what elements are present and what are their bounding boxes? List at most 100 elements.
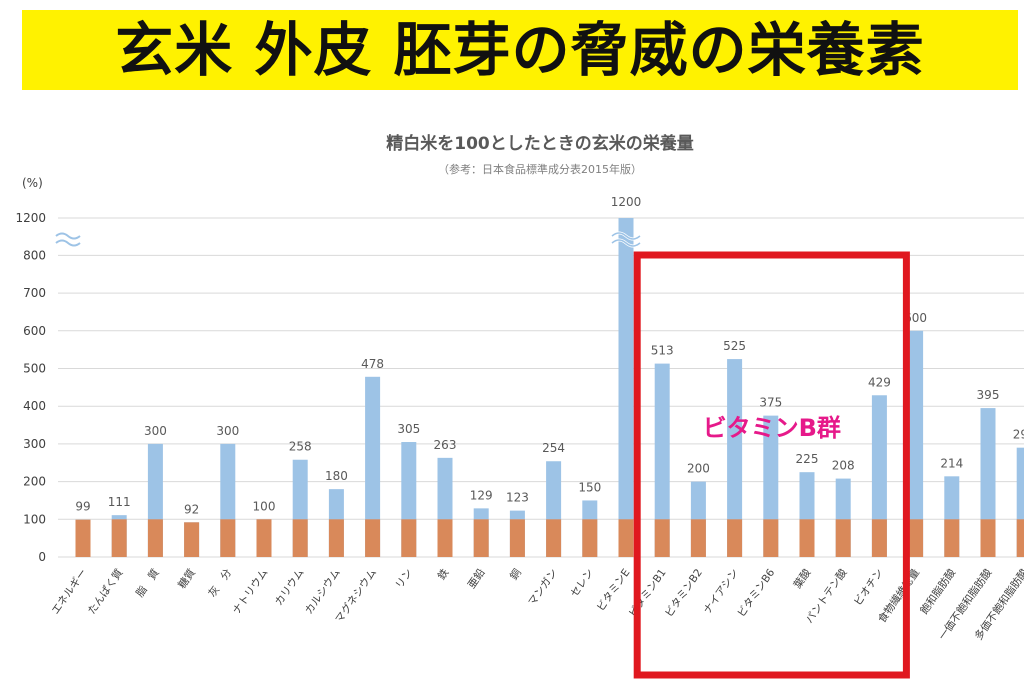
data-label: 200 — [687, 462, 710, 476]
category-label: ナイアシン — [701, 567, 741, 617]
y-tick-label: 1200 — [15, 211, 46, 225]
callout-label: ビタミンB群 — [703, 414, 841, 442]
bar-white-rice — [654, 519, 670, 557]
category-label: セレン — [568, 567, 596, 600]
y-tick-label: 100 — [23, 512, 46, 526]
data-label: 129 — [470, 488, 493, 502]
y-tick-label: 500 — [23, 362, 46, 376]
y-tick-label: 400 — [23, 399, 46, 413]
banner-title: 玄米 外皮 胚芽の脅威の栄養素 — [115, 16, 925, 84]
bar-white-rice — [980, 519, 996, 557]
data-label: 429 — [868, 375, 891, 389]
y-tick-label: 300 — [23, 437, 46, 451]
y-tick-label: 200 — [23, 475, 46, 489]
data-label: 263 — [434, 438, 457, 452]
data-label: 290 — [1013, 428, 1024, 442]
bar-white-rice — [509, 519, 525, 557]
data-label: 214 — [940, 456, 963, 470]
y-axis-label: (%) — [22, 176, 43, 190]
data-label: 150 — [578, 480, 601, 494]
category-label: たんぱく質 — [85, 566, 126, 616]
bar-white-rice — [473, 519, 489, 557]
category-label: 鉄 — [435, 566, 452, 582]
category-label: ナトリウム — [231, 567, 271, 617]
data-label: 208 — [832, 459, 855, 473]
category-label: ビタミンB6 — [735, 567, 777, 620]
bar-white-rice — [111, 519, 127, 557]
y-tick-label: 800 — [23, 248, 46, 262]
data-label: 254 — [542, 441, 565, 455]
bar-white-rice — [835, 519, 851, 557]
data-label: 180 — [325, 469, 348, 483]
bar-brown-rice — [618, 218, 634, 557]
category-label: リン — [393, 567, 415, 591]
bar-white-rice — [184, 522, 200, 557]
data-label: 1200 — [611, 195, 642, 209]
category-label: 亜鉛 — [465, 566, 488, 591]
bar-white-rice — [328, 519, 344, 557]
y-tick-label: 0 — [38, 550, 46, 564]
bar-white-rice — [147, 519, 163, 557]
bar-white-rice — [401, 519, 417, 557]
bar-white-rice — [220, 519, 236, 557]
bar-white-rice — [365, 519, 381, 557]
data-label: 258 — [289, 440, 312, 454]
bar-brown-rice — [365, 376, 381, 557]
data-label: 395 — [977, 388, 1000, 402]
bar-white-rice — [256, 519, 272, 557]
highlight-box — [633, 251, 910, 679]
data-label: 300 — [216, 424, 239, 438]
data-label: 375 — [759, 396, 782, 410]
bar-white-rice — [437, 519, 453, 557]
bar-white-rice — [1016, 519, 1024, 557]
category-label: エネルギー — [50, 567, 90, 617]
data-label: 123 — [506, 491, 529, 505]
category-label: 灰 分 — [206, 566, 235, 600]
category-label: マンガン — [526, 567, 560, 608]
banner: 玄米 外皮 胚芽の脅威の栄養素 — [0, 0, 1024, 120]
data-label: 225 — [796, 452, 819, 466]
data-label: 305 — [397, 422, 420, 436]
data-label: 525 — [723, 339, 746, 353]
data-label: 478 — [361, 357, 384, 371]
chart-subtitle: （参考：日本食品標準成分表2015年版） — [438, 162, 642, 176]
bar-white-rice — [75, 519, 91, 557]
data-label: 100 — [253, 499, 276, 513]
bar-brown-rice — [654, 363, 670, 557]
bar-white-rice — [871, 519, 887, 557]
bar-white-rice — [908, 519, 924, 557]
bar-white-rice — [690, 519, 706, 557]
data-label: 111 — [108, 495, 131, 509]
data-label: 513 — [651, 344, 674, 358]
category-label: 葉酸 — [791, 566, 814, 591]
bar-white-rice — [618, 519, 634, 557]
category-label: カリウム — [273, 567, 307, 608]
bar-brown-rice — [727, 359, 743, 557]
category-label: 糖質 — [175, 566, 198, 591]
category-label: ビタミンB1 — [627, 567, 669, 620]
banner-highlight — [22, 10, 1018, 90]
bar-white-rice — [727, 519, 743, 557]
bar-white-rice — [799, 519, 815, 557]
bar-white-rice — [944, 519, 960, 557]
data-label: 99 — [75, 500, 90, 514]
bar-white-rice — [763, 519, 779, 557]
category-label: 飽和脂肪酸 — [917, 566, 958, 617]
bar-white-rice — [546, 519, 562, 557]
chart-title: 精白米を100としたときの玄米の栄養量 — [386, 133, 694, 154]
bar-brown-rice — [1016, 447, 1024, 557]
y-tick-label: 600 — [23, 324, 46, 338]
category-label: ビタミンB2 — [663, 567, 705, 620]
category-label: ビタミンE — [595, 567, 633, 614]
category-label: カルシウム — [303, 567, 343, 617]
category-label: 脂 質 — [133, 566, 162, 599]
axis-break-mark — [55, 232, 81, 247]
bar-break-outline — [611, 232, 641, 247]
y-tick-label: 700 — [23, 286, 46, 300]
bar-brown-rice — [871, 395, 887, 557]
bar-brown-rice — [908, 330, 924, 557]
category-label: 銅 — [507, 566, 524, 582]
data-label: 300 — [144, 424, 167, 438]
data-label: 92 — [184, 502, 199, 516]
